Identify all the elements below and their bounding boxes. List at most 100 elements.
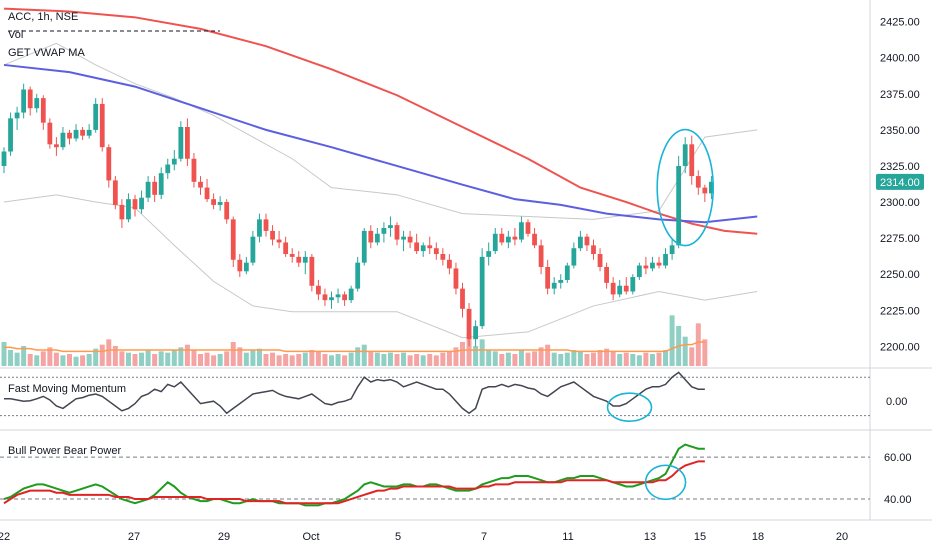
volume-bar xyxy=(545,344,551,366)
candle-body xyxy=(499,233,505,243)
candle-body xyxy=(414,242,420,252)
time-tick-label: 11 xyxy=(562,531,573,543)
candle-body xyxy=(119,204,125,220)
candle-body xyxy=(250,236,256,263)
volume-bar xyxy=(106,339,112,366)
candle-body xyxy=(695,176,701,188)
candle-body xyxy=(14,112,20,119)
candle-body xyxy=(99,103,105,148)
volume-bar xyxy=(178,347,184,366)
candle-body xyxy=(689,144,695,177)
price-tick-label: 2350.00 xyxy=(880,125,920,137)
price-tick-label: 2250.00 xyxy=(880,269,920,281)
volume-bar xyxy=(283,354,289,366)
candle-body xyxy=(309,256,315,286)
time-tick-label: 13 xyxy=(644,531,656,543)
time-tick-label: 5 xyxy=(395,531,401,543)
blue-ma-line xyxy=(3,63,758,224)
candle-body xyxy=(420,245,426,252)
volume-bar xyxy=(663,350,669,366)
candle-body xyxy=(433,248,439,254)
price-tick-label: 2200.00 xyxy=(880,341,920,353)
candle-body xyxy=(296,256,302,263)
candle-body xyxy=(479,256,485,327)
volume-bar xyxy=(591,352,596,366)
volume-bar xyxy=(525,352,531,366)
volume-bar xyxy=(152,354,158,366)
volume-bar xyxy=(636,355,642,366)
candle-body xyxy=(302,256,308,263)
volume-bar xyxy=(86,354,92,366)
candle-body xyxy=(591,245,596,254)
volume-bar xyxy=(538,347,544,366)
volume-bar xyxy=(571,350,577,366)
volume-bar xyxy=(617,354,623,366)
candle-body xyxy=(86,129,92,136)
time-tick-label: 18 xyxy=(752,531,764,543)
time-tick-label: 29 xyxy=(218,531,230,543)
candle-body xyxy=(460,288,465,309)
volume-bar xyxy=(440,352,446,366)
candle-body xyxy=(394,225,400,240)
candle-body xyxy=(525,222,531,234)
volume-bar xyxy=(368,351,374,366)
volume-bar xyxy=(348,352,354,366)
volume-bar xyxy=(80,355,86,366)
time-tick-label: 7 xyxy=(481,531,487,543)
time-axis: 22 27 29 Oct 5 7 11 13 15 18 20 xyxy=(0,531,848,543)
volume-bar xyxy=(610,351,616,366)
candle-body xyxy=(211,199,216,205)
volume-bar xyxy=(112,346,118,366)
volume-bar xyxy=(224,351,230,366)
volume-bar xyxy=(139,352,145,366)
candle-body xyxy=(145,181,151,198)
candle-body xyxy=(152,181,158,195)
volume-bar xyxy=(47,347,53,366)
candle-body xyxy=(217,202,223,205)
volume-bar xyxy=(387,352,393,366)
volume-bar xyxy=(433,355,439,366)
volume-bar xyxy=(532,351,538,366)
candle-body xyxy=(139,197,144,210)
candle-body xyxy=(263,219,269,231)
candle-body xyxy=(80,129,85,136)
candle-body xyxy=(40,98,46,123)
volume-bar xyxy=(243,352,249,366)
candle-body xyxy=(604,266,609,283)
volume-bar xyxy=(60,355,66,366)
volume-bar xyxy=(1,342,7,366)
candle-body xyxy=(617,285,623,295)
volume-bar xyxy=(558,354,564,366)
candle-body xyxy=(21,89,27,113)
candle-body xyxy=(578,236,583,249)
volume-bar xyxy=(67,354,72,366)
candle-body xyxy=(486,251,492,257)
candle-body xyxy=(597,253,603,267)
price-tick-label: 2400.00 xyxy=(880,53,920,65)
candle-body xyxy=(270,230,275,240)
candle-body xyxy=(355,262,361,289)
price-tick-label: 2425.00 xyxy=(880,17,920,29)
volume-bar xyxy=(53,352,59,366)
candle-body xyxy=(466,308,472,340)
momentum-title: Fast Moving Momentum xyxy=(8,383,126,395)
volume-bar xyxy=(381,354,387,366)
candle-body xyxy=(34,98,40,109)
candle-body xyxy=(276,239,282,243)
volume-bar xyxy=(145,350,151,366)
candle-body xyxy=(178,126,184,159)
momentum-tick-label: 0.00 xyxy=(886,396,907,408)
candle-body xyxy=(663,253,668,266)
volume-bar xyxy=(276,355,282,366)
candle-body xyxy=(551,282,557,289)
candle-body xyxy=(171,158,177,165)
volume-bar xyxy=(250,350,256,366)
volume-bar xyxy=(420,355,426,366)
candle-body xyxy=(329,297,334,301)
volume-bar xyxy=(171,350,177,366)
volume-bar xyxy=(361,344,367,366)
candle-body xyxy=(132,199,138,210)
candle-body xyxy=(361,230,367,263)
momentum-pane: 0.00 xyxy=(0,371,932,431)
volume-bar xyxy=(8,350,14,366)
